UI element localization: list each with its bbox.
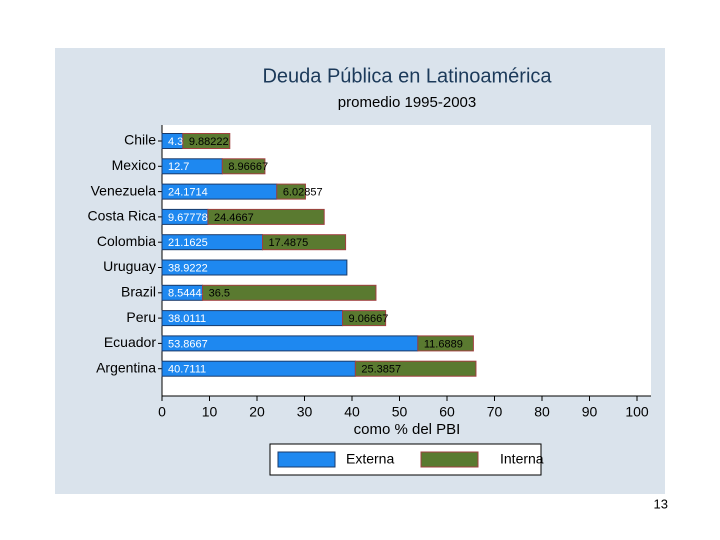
data-label: 21.1625 [168, 237, 208, 249]
y-tick-label: Chile [124, 132, 156, 148]
data-label: 24.1714 [168, 187, 208, 199]
y-tick-label: Brazil [121, 284, 156, 300]
data-label: 38.0111 [168, 313, 206, 325]
data-label: 6.02857 [283, 187, 323, 199]
bar-segment [262, 234, 347, 251]
bar-segment [417, 335, 474, 352]
y-tick-label: Mexico [112, 157, 157, 173]
data-label: 9.67778 [168, 212, 208, 224]
data-label: 9.88222 [189, 136, 229, 148]
x-tick-label: 90 [582, 404, 598, 420]
bar-segment [221, 158, 266, 175]
x-tick-label: 30 [297, 404, 313, 420]
data-label: 8.96667 [228, 161, 268, 173]
legend-label: Interna [500, 451, 544, 467]
data-label: 12.7 [168, 161, 189, 173]
bar-segment [207, 208, 325, 225]
data-label: 9.06667 [349, 313, 389, 325]
data-label: 38.9222 [168, 262, 208, 274]
data-label: 40.7111 [168, 364, 206, 376]
bar-segment [354, 360, 477, 377]
x-tick-label: 50 [392, 404, 408, 420]
data-label: 24.4667 [214, 212, 254, 224]
x-tick-label: 70 [487, 404, 503, 420]
data-label: 36.5 [209, 288, 230, 300]
data-label: 11.6889 [424, 338, 463, 350]
x-tick-label: 80 [534, 404, 550, 420]
y-tick-label: Costa Rica [88, 208, 157, 224]
chart-subtitle: promedio 1995-2003 [338, 94, 476, 111]
legend-label: Externa [346, 451, 394, 467]
y-tick-label: Argentina [96, 359, 156, 375]
y-tick-label: Uruguay [103, 258, 156, 274]
x-axis-label: como % del PBI [354, 421, 461, 438]
x-tick-label: 40 [344, 404, 360, 420]
data-label: 8.54444 [168, 288, 208, 300]
bar-segment [182, 133, 231, 149]
data-label: 53.8667 [168, 338, 208, 350]
page-number: 13 [654, 496, 668, 511]
legend-swatch [277, 451, 336, 468]
x-tick-label: 100 [625, 404, 649, 420]
x-tick-label: 10 [202, 404, 218, 420]
chart-title: Deuda Pública en Latinoamérica [262, 65, 552, 87]
y-tick-label: Peru [126, 309, 156, 325]
bar-segment [161, 259, 348, 276]
y-tick-label: Venezuela [91, 182, 157, 198]
bar-segment [276, 183, 306, 200]
x-tick-label: 0 [158, 404, 166, 420]
legend-swatch [420, 451, 479, 468]
x-tick-label: 60 [439, 404, 455, 420]
bar-segment [342, 310, 387, 327]
y-tick-label: Colombia [97, 233, 156, 249]
y-tick-label: Ecuador [104, 334, 156, 350]
x-tick-label: 20 [249, 404, 265, 420]
data-label: 17.4875 [269, 237, 309, 249]
data-label: 25.3857 [361, 364, 401, 376]
bar-segment [202, 284, 377, 301]
